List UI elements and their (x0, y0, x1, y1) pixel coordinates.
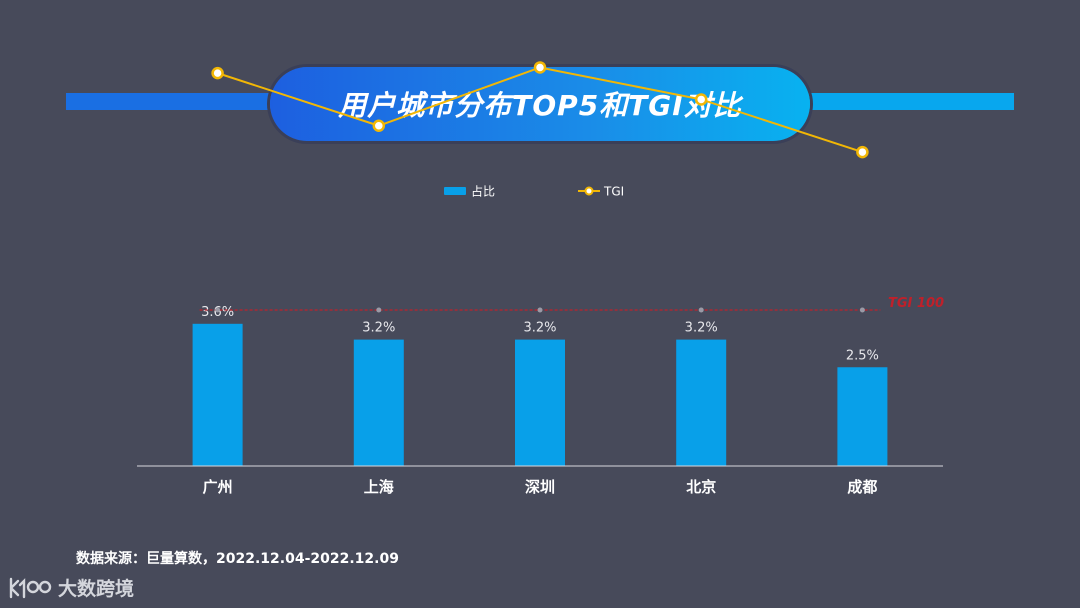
brand-logo: 大数跨境 (8, 574, 134, 601)
bar-value-label-4: 2.5% (846, 348, 879, 363)
bar-value-label-1: 3.2% (362, 321, 395, 336)
category-label-3: 北京 (686, 478, 716, 496)
tgi-point-2 (533, 61, 547, 74)
legend-label-share: 占比 (471, 184, 495, 199)
bar-2 (515, 339, 565, 466)
brand-logo-text: 大数跨境 (58, 578, 135, 600)
title-bar-right-decoration (800, 93, 1014, 110)
tgi-reference-point-2 (537, 307, 543, 313)
tgi-point-0 (211, 66, 224, 80)
tgi-point-1 (372, 119, 386, 133)
legend-marker-tgi (584, 186, 594, 196)
title-bar-left-decoration (66, 93, 280, 110)
bar-1 (353, 339, 404, 466)
data-source-note: 数据来源：巨量算数，2022.12.04-2022.12.09 (76, 551, 399, 567)
bar-0 (192, 323, 243, 466)
tgi-reference-point-1 (376, 307, 382, 313)
legend-swatch-share (444, 187, 466, 195)
tgi-point-4 (856, 145, 869, 159)
tgi-point-3 (694, 93, 708, 106)
legend-label-tgi: TGI (603, 185, 624, 199)
brand-logo-icon (9, 577, 52, 598)
tgi-reference-point-3 (698, 307, 704, 313)
category-label-4: 成都 (847, 478, 877, 496)
tgi-series-line (217, 66, 863, 154)
bar-value-label-3: 3.2% (685, 321, 718, 336)
tgi-reference-point-0 (215, 307, 221, 313)
bar-value-label-2: 3.2% (523, 321, 556, 336)
tgi-reference-point-4 (859, 307, 865, 313)
bar-4 (837, 367, 888, 466)
category-label-0: 广州 (203, 478, 233, 496)
bar-3 (676, 339, 727, 466)
tgi-reference-label: TGI 100 (888, 296, 944, 311)
category-label-1: 上海 (364, 478, 394, 496)
category-label-2: 深圳 (525, 478, 555, 496)
